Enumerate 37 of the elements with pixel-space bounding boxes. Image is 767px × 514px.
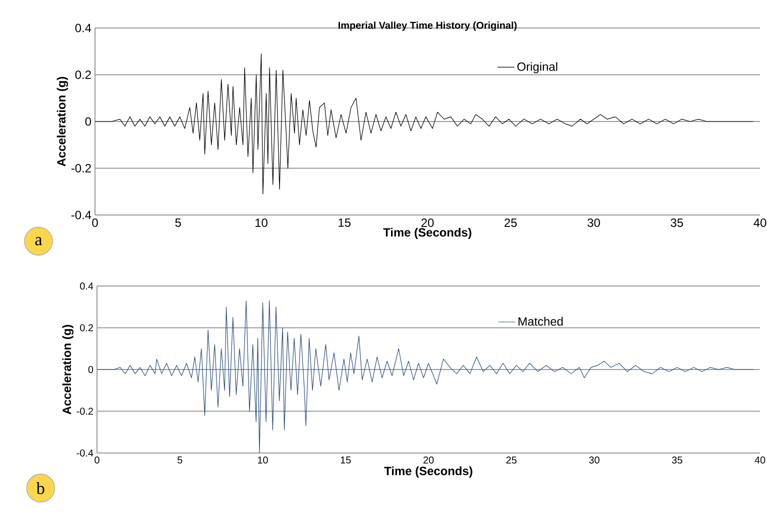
x-tick-label: 5	[175, 218, 181, 227]
x-axis-title: Time (Seconds)	[384, 466, 472, 478]
x-tick-label: 30	[589, 456, 600, 464]
x-axis-title: Time (Seconds)	[383, 228, 472, 239]
y-tick-label: -0.2	[71, 164, 91, 172]
x-tick-label: 10	[258, 456, 268, 464]
y-tick-label: -0.2	[76, 408, 93, 415]
text: b	[36, 482, 44, 494]
x-tick-label: 20	[421, 218, 434, 227]
y-tick-label: -0.4	[71, 210, 92, 220]
x-tick-label: 15	[338, 218, 351, 227]
chart-title: Imperial Valley Time History (Original)	[338, 22, 517, 31]
x-tick-label: 5	[178, 456, 182, 464]
x-tick-label: 15	[340, 456, 351, 464]
y-tick-label: 0.2	[75, 70, 91, 79]
x-tick-label: 30	[588, 218, 600, 227]
legend-label: Matched	[518, 316, 563, 326]
x-tick-label: 35	[670, 218, 684, 227]
x-tick-label: 20	[423, 456, 434, 464]
x-tick-label: 25	[506, 456, 517, 464]
x-tick-label: 25	[504, 218, 517, 227]
y-axis-title: Acceleration (g)	[62, 324, 74, 414]
legend-label: Original	[517, 62, 558, 74]
y-tick-label: 0.4	[80, 282, 94, 290]
y-tick-label: 0	[85, 117, 92, 126]
y-tick-label: 0.2	[80, 324, 93, 332]
y-axis-title: Acceleration (g)	[56, 76, 68, 166]
x-tick-label: 40	[754, 218, 766, 227]
y-tick-label: -0.4	[76, 449, 94, 457]
x-tick-label: 35	[672, 456, 682, 464]
x-tick-label: 10	[256, 218, 268, 227]
text: a	[35, 237, 42, 246]
y-tick-label: 0.4	[75, 24, 92, 32]
y-tick-label: 0	[88, 366, 94, 374]
line-series	[96, 300, 754, 454]
x-tick-label: 0	[94, 456, 100, 464]
x-tick-label: 40	[754, 456, 766, 464]
